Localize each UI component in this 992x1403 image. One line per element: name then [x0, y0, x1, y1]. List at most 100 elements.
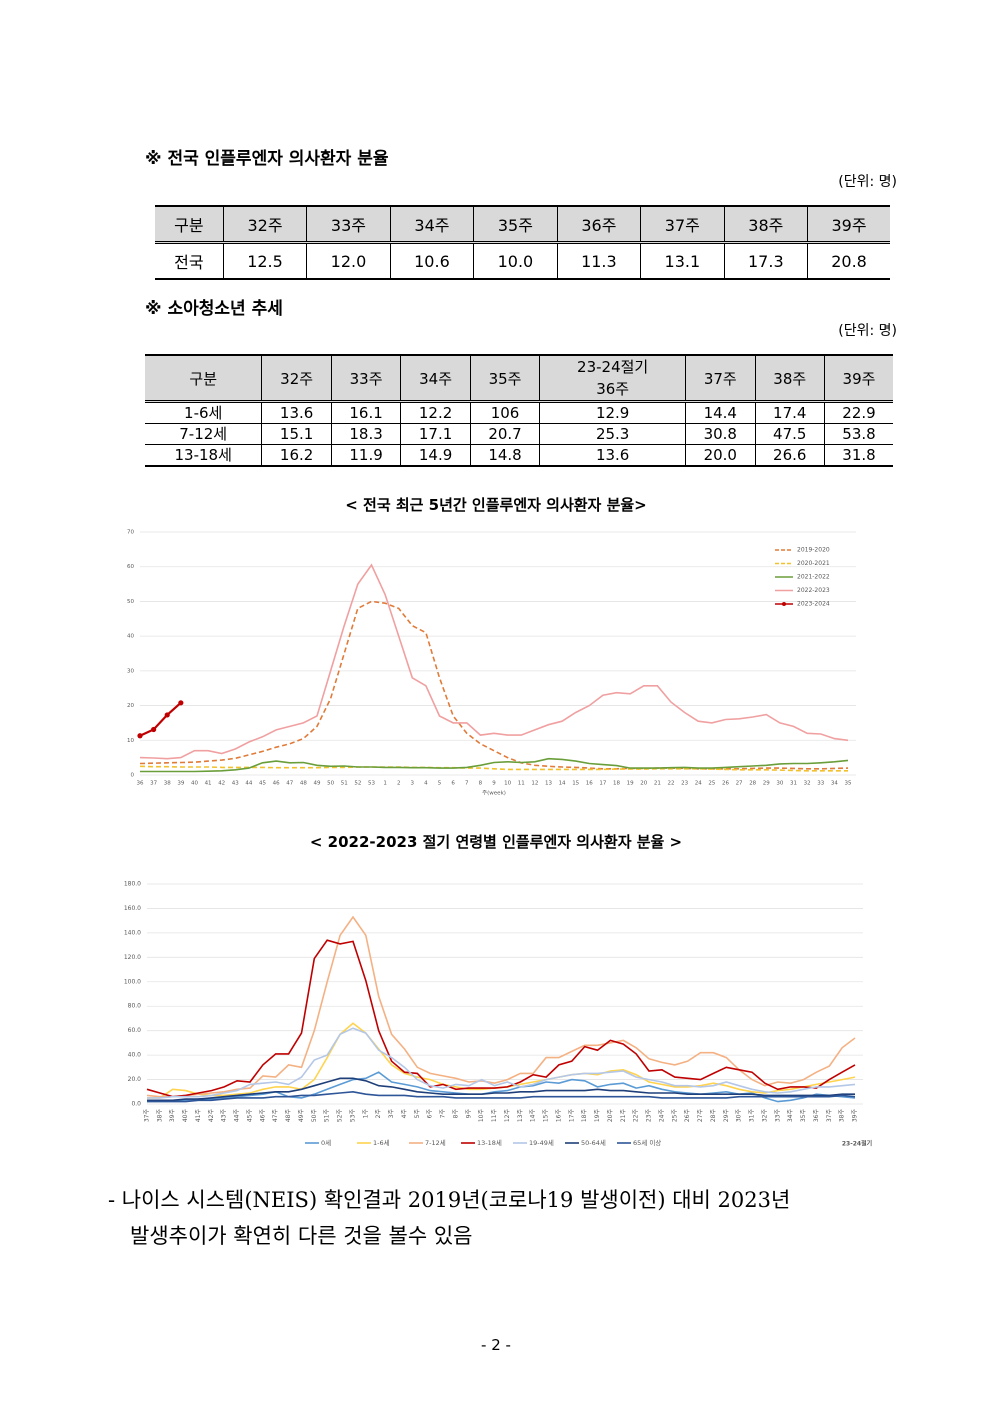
x-tick-label: 22주 [633, 1109, 640, 1123]
x-tick-label: 49주 [298, 1109, 305, 1123]
y-tick-label: 100.0 [124, 978, 141, 985]
legend-label: 13-18세 [477, 1138, 502, 1147]
x-tick-label: 10주 [478, 1109, 485, 1123]
cell: 31.8 [823, 444, 893, 466]
legend-label: 2022-2023 [797, 587, 830, 594]
x-tick-label: 31 [790, 781, 797, 787]
x-tick-label: 38주 [839, 1109, 846, 1123]
x-tick-label: 10 [504, 781, 511, 787]
cell: 13.1 [640, 242, 725, 279]
x-tick-label: 43 [232, 781, 239, 787]
x-tick-label: 15주 [543, 1109, 550, 1123]
x-tick-label: 26 [722, 781, 729, 787]
series-line [139, 563, 849, 760]
chart-title: < 전국 최근 5년간 인플루엔자 의사환자 분율> [345, 496, 647, 514]
table: 구분 32주 33주 34주 35주 23-24절기 36주 37주 38주 39주 1-6세 13.… [145, 354, 893, 467]
x-tick-label: 11주 [491, 1109, 498, 1123]
x-tick-label: 3 [411, 781, 415, 787]
x-tick-label: 13주 [517, 1109, 524, 1123]
x-tick-label: 21 [654, 781, 661, 787]
cell: 7-12세 [145, 423, 262, 445]
y-tick-label: 80.0 [128, 1003, 142, 1010]
x-tick-label: 8 [479, 781, 483, 787]
row: 13-18세 16.2 11.9 14.9 14.8 13.6 20.0 26.6 31.8 [145, 444, 893, 466]
x-tick-label: 13 [545, 781, 552, 787]
x-tick-label: 29주 [723, 1109, 730, 1123]
x-tick-label: 28주 [710, 1109, 717, 1123]
x-tick-label: 27 [736, 781, 743, 787]
x-tick-label: 51주 [324, 1109, 331, 1123]
cell: 17.4 [754, 401, 825, 424]
header-text: 23-24절기 [577, 358, 649, 376]
x-tick-label: 39 [177, 781, 184, 787]
x-tick-label: 12 [531, 781, 538, 787]
cell: 25.3 [539, 423, 686, 445]
cell: 20.8 [807, 242, 890, 279]
x-tick-label: 51 [341, 781, 348, 787]
point [164, 712, 170, 718]
cell: 30.8 [685, 423, 755, 445]
x-tick-label: 30주 [736, 1109, 743, 1123]
x-tick-label: 46 [273, 781, 280, 787]
series-line [140, 757, 849, 773]
y-tick-label: 60 [127, 564, 134, 570]
cell: 13.6 [539, 444, 686, 466]
cell: 47.5 [754, 423, 825, 445]
x-tick-label: 32 [804, 781, 811, 787]
x-tick-label: 33 [817, 781, 824, 787]
cell: 전국 [174, 253, 204, 272]
cell: 26.6 [754, 444, 825, 466]
header-cell: 33주 [330, 355, 401, 403]
header-cell: 37주 [640, 206, 725, 244]
legend-label: 19-49세 [529, 1138, 554, 1147]
cell: 10.0 [473, 242, 558, 279]
legend-marker [782, 602, 786, 606]
x-tick-label: 37주 [144, 1109, 151, 1123]
x-tick-label: 28 [749, 781, 756, 787]
x-tick-label: 25 [708, 781, 715, 787]
cell: 14.9 [400, 444, 471, 466]
header-cell: 39주 [807, 206, 890, 244]
x-tick-label: 47 [286, 781, 293, 787]
legend-label: 2023-2024 [797, 601, 830, 608]
x-tick-label: 6 [451, 781, 455, 787]
x-tick-label: 39주 [852, 1109, 859, 1123]
x-tick-label: 31주 [749, 1109, 756, 1123]
y-tick-label: 70 [127, 530, 134, 536]
cell: 14.8 [469, 444, 540, 466]
x-tick-label: 5 [438, 781, 442, 787]
cell: 16.2 [261, 444, 332, 466]
y-tick-label: 120.0 [124, 954, 141, 961]
series-line [147, 1077, 855, 1102]
legend-label: 1-6세 [373, 1138, 390, 1147]
x-tick-label: 39주 [169, 1109, 176, 1123]
page-number: - 2 - [481, 1336, 511, 1354]
x-tick-label: 5주 [414, 1109, 421, 1119]
chart-title: < 2022-2023 절기 연령별 인플루엔자 의사환자 분율 > [309, 833, 683, 851]
x-tick-label: 1 [383, 781, 387, 787]
x-tick-label: 18 [613, 781, 620, 787]
x-tick-label: 41주 [195, 1109, 202, 1123]
chart: 0.0 20.0 40.0 60.0 80.0 100.0 120.0 140.0 160.0 1… [124, 881, 872, 1148]
x-tick-label: 32주 [761, 1109, 768, 1123]
unit: (단위: 명) [838, 174, 897, 190]
x-tick-label: 48주 [285, 1109, 292, 1123]
header-cell: 34주 [389, 206, 474, 244]
y-tick-label: 30 [127, 668, 134, 674]
x-tick-label: 17주 [568, 1109, 575, 1123]
x-tick-label: 41 [205, 781, 212, 787]
x-tick-label: 37 [150, 781, 157, 787]
cell: 53.8 [823, 423, 893, 445]
x-tick-label: 42 [218, 781, 225, 787]
x-tick-label: 2 [397, 781, 401, 787]
series-line [139, 600, 849, 770]
x-tick-label: 22 [668, 781, 675, 787]
x-tick-label: 40 [191, 781, 198, 787]
cell: 12.0 [306, 242, 391, 279]
header-cell: 35주 [473, 206, 558, 244]
unit: (단위: 명) [838, 323, 897, 339]
section-title: ※ 소아청소년 추세 [145, 299, 283, 319]
header-cell: 39주 [823, 355, 893, 403]
x-tick-label: 35 [845, 781, 852, 787]
